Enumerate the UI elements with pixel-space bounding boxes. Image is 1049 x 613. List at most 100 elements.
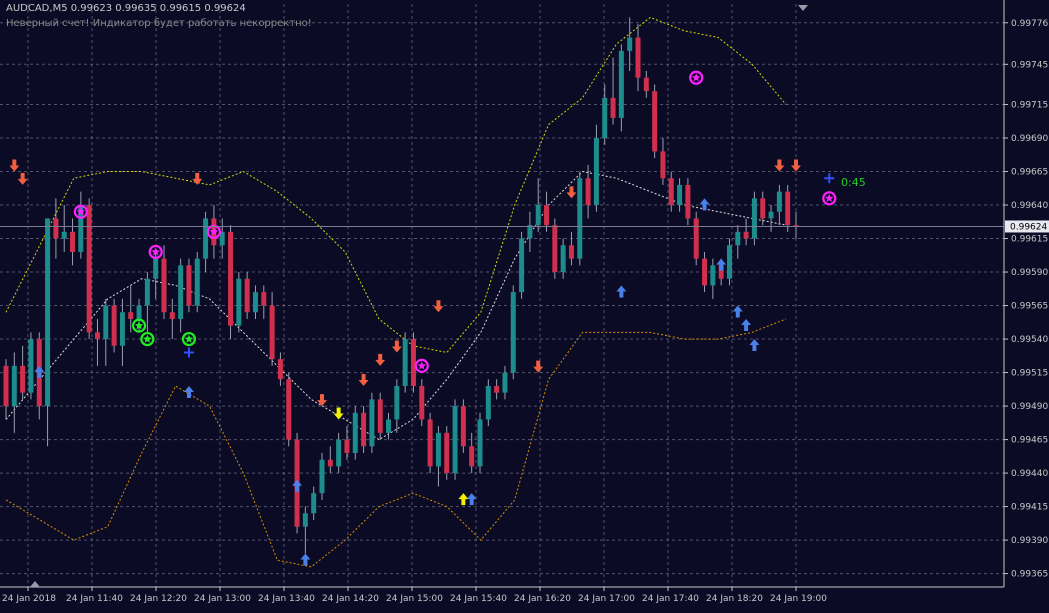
bull-candle — [61, 231, 67, 239]
green-star-icon-ring — [131, 318, 147, 333]
sell-arrow-icon — [375, 353, 386, 366]
bear-candle — [161, 258, 167, 313]
indicator-warning: Неверный счет! Индикатор будет работать … — [6, 18, 312, 29]
y-tick-label: 0.99776 — [1011, 19, 1048, 29]
bull-candle — [593, 138, 599, 206]
y-tick-label: 0.99490 — [1011, 402, 1048, 412]
bull-candle — [311, 493, 317, 514]
bear-candle — [568, 245, 574, 259]
bull-candle — [726, 245, 732, 279]
magenta-star-icon-ring — [206, 224, 221, 239]
x-tick-label: 24 Jan 14:20 — [322, 594, 379, 604]
sell-arrow-icon — [317, 394, 327, 407]
bear-candle — [361, 412, 367, 447]
bear-candle — [685, 184, 691, 219]
y-tick-label: 0.99415 — [1011, 503, 1048, 513]
bear-candle — [460, 406, 466, 447]
bear-candle — [743, 231, 749, 239]
bear-candle — [444, 432, 450, 474]
bull-candle — [452, 406, 458, 474]
x-tick-label: 24 Jan 2018 — [2, 594, 56, 604]
magenta-star-icon-ring — [414, 358, 429, 373]
bear-candle — [111, 305, 117, 346]
bear-candle — [469, 446, 475, 467]
magenta-star-icon — [209, 227, 219, 236]
candle-timer: 0:45 — [841, 176, 866, 189]
y-tick-label: 0.99515 — [1011, 369, 1048, 379]
bull-candle — [119, 312, 125, 346]
bull-candle — [302, 513, 308, 527]
bull-candle — [560, 245, 566, 273]
sell-arrow-icon — [433, 300, 444, 313]
bull-candle — [178, 265, 184, 319]
bear-candle — [668, 178, 674, 206]
bull-candle — [627, 37, 633, 51]
buy-arrow-icon — [466, 493, 477, 506]
x-tick-label: 24 Jan 13:40 — [258, 594, 315, 604]
bull-candle — [144, 278, 150, 306]
bull-candle — [394, 385, 400, 420]
y-tick-label: 0.99615 — [1011, 235, 1048, 245]
bull-candle — [485, 385, 491, 420]
bear-candle — [94, 332, 100, 340]
buy-arrow-icon — [741, 318, 752, 331]
bear-candle — [53, 218, 59, 239]
y-tick-label: 0.99590 — [1011, 268, 1048, 278]
bear-candle — [327, 459, 333, 467]
bear-candle — [785, 191, 791, 226]
magenta-star-icon — [151, 247, 160, 256]
scroll-shift-marker-icon[interactable] — [798, 5, 808, 11]
bull-candle — [236, 278, 242, 326]
sell-arrow-icon — [391, 340, 402, 353]
x-tick-label: 24 Jan 17:00 — [578, 594, 635, 604]
bull-candle — [45, 218, 51, 407]
bear-candle — [635, 37, 641, 78]
sell-arrow-icon — [533, 360, 544, 373]
magenta-star-icon — [825, 193, 834, 202]
x-tick-label: 24 Jan 15:00 — [386, 594, 443, 604]
current-price-label: 0.99624 — [1010, 222, 1047, 232]
x-tick-label: 24 Jan 11:40 — [66, 594, 123, 604]
chart-start-marker-icon[interactable] — [30, 581, 40, 587]
bull-candle — [252, 292, 258, 313]
bear-candle — [410, 339, 416, 386]
bear-candle — [3, 365, 9, 407]
bear-candle — [643, 77, 649, 92]
y-tick-label: 0.99665 — [1011, 168, 1048, 178]
bull-candle — [776, 191, 782, 212]
bull-candle — [510, 292, 516, 373]
buy-arrow-icon — [292, 479, 303, 492]
sell-arrow-icon — [791, 159, 801, 172]
bear-candle — [377, 399, 383, 433]
y-tick-label: 0.99465 — [1011, 436, 1048, 446]
blue-cross-icon — [183, 347, 194, 358]
current-price-label-bg — [1005, 220, 1049, 233]
bear-candle — [718, 265, 724, 279]
bull-candle — [103, 305, 109, 340]
bull-candle — [751, 198, 757, 239]
signals — [9, 70, 837, 566]
bear-candle — [419, 385, 425, 420]
bull-candle — [319, 459, 325, 494]
bull-candle — [11, 365, 17, 407]
sell-arrow-icon — [9, 159, 20, 172]
green-star-icon-ring — [181, 331, 197, 347]
y-tick-label: 0.99440 — [1011, 469, 1048, 479]
bull-candle — [402, 339, 408, 386]
magenta-star-icon-ring — [148, 244, 163, 260]
bollinger-bands — [5, 16, 787, 568]
y-tick-label: 0.99745 — [1011, 60, 1048, 70]
buy-arrow-icon — [616, 285, 627, 298]
blue-cross-icon — [824, 173, 835, 184]
sell-arrow-icon — [17, 172, 28, 185]
bull-candle — [369, 399, 375, 447]
buy-arrow-yellow-icon — [458, 493, 469, 506]
bear-candle — [544, 205, 550, 226]
bear-candle — [186, 265, 192, 306]
magenta-star-icon-ring — [822, 191, 837, 206]
green-star-icon-ring — [140, 331, 155, 347]
bull-candle — [602, 97, 608, 139]
